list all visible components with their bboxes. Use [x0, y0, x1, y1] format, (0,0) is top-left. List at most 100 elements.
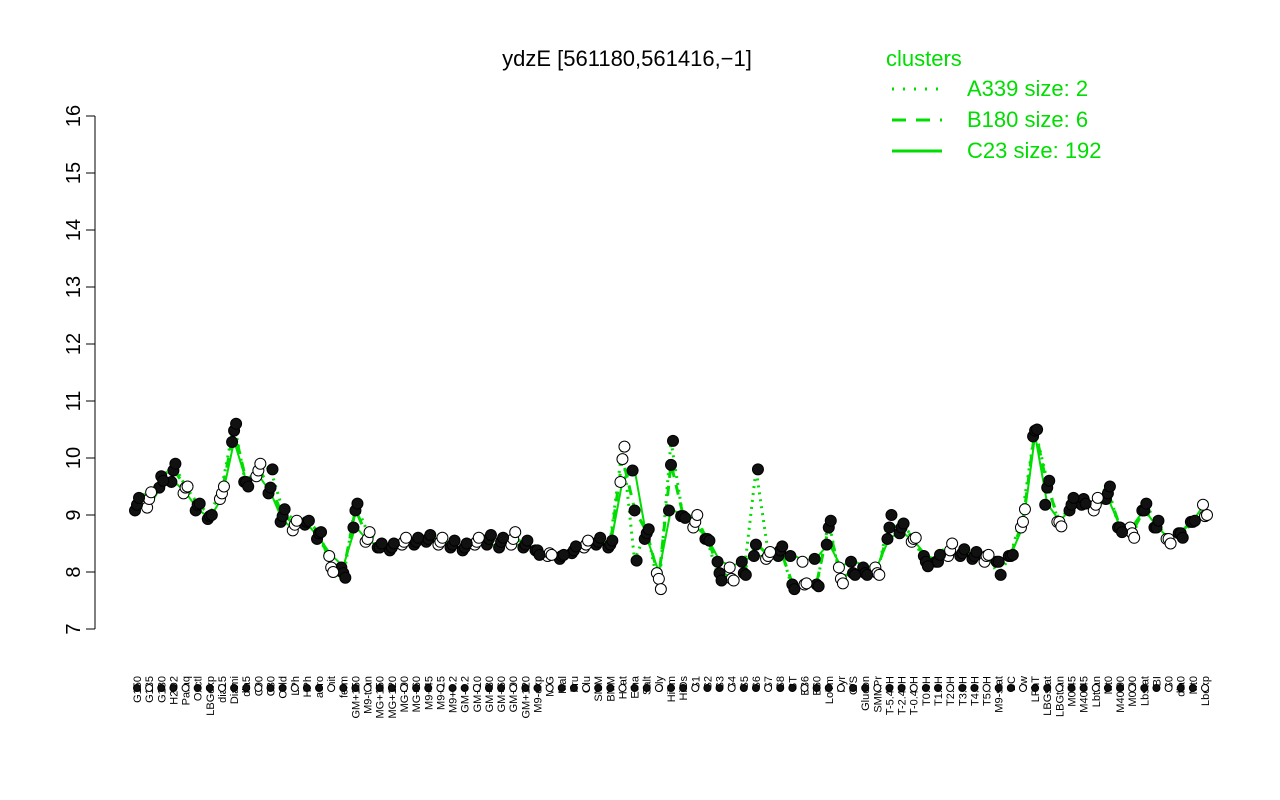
x-marker: [897, 684, 906, 692]
data-point: [1055, 520, 1068, 533]
x-marker: [727, 684, 736, 692]
data-point: [569, 540, 582, 553]
data-point: [1018, 503, 1031, 516]
data-point: [642, 523, 655, 536]
data-point: [735, 555, 748, 568]
data-point: [630, 554, 643, 567]
x-marker: [254, 684, 263, 692]
x-marker: [994, 684, 1003, 692]
x-tick-label: M40t45: [1079, 676, 1091, 713]
data-point: [1201, 509, 1213, 521]
x-marker: [776, 684, 785, 692]
data-point: [982, 548, 995, 561]
y-tick-label: 8: [63, 566, 85, 577]
x-marker: [1091, 684, 1100, 692]
x-marker: [667, 684, 675, 692]
x-tick-label: GM+60: [496, 676, 508, 712]
data-point: [812, 580, 825, 593]
data-point: [618, 440, 631, 453]
x-tick-label: MG+90: [399, 676, 411, 712]
data-point: [784, 550, 797, 563]
x-marker: [764, 684, 773, 692]
x-marker: [157, 684, 166, 692]
x-marker: [1116, 684, 1125, 692]
x-marker: [958, 684, 967, 692]
data-point: [836, 577, 849, 590]
data-point: [958, 543, 971, 556]
data-point: [545, 548, 558, 561]
x-marker: [606, 684, 615, 692]
data-point: [323, 550, 336, 563]
x-marker: [1103, 684, 1112, 692]
x-tick-label: SMMPr: [872, 676, 884, 713]
x-marker: [533, 684, 542, 692]
x-marker: [242, 684, 251, 692]
data-point: [663, 504, 675, 517]
data-point: [242, 480, 255, 493]
data-point: [226, 436, 239, 449]
data-point: [290, 514, 303, 527]
x-tick-label: MG+150: [375, 676, 387, 719]
data-point: [824, 514, 837, 527]
legend-label: A339 size: 2: [967, 76, 1088, 101]
y-tick-label: 7: [63, 623, 85, 634]
data-point: [626, 464, 639, 477]
x-marker: [497, 684, 506, 692]
y-tick-label: 16: [63, 105, 85, 127]
data-point: [909, 531, 922, 544]
data-point: [873, 568, 886, 581]
x-marker: [873, 684, 882, 692]
x-tick-label: LBGstat: [1042, 676, 1054, 716]
chart-title: ydzE [561180,561416,−1]: [502, 46, 752, 71]
data-point: [347, 521, 360, 534]
data-point: [169, 457, 182, 470]
data-point: [885, 509, 898, 521]
x-marker: [1067, 684, 1076, 692]
data-point: [614, 475, 627, 488]
legend: clusters A339 size: 2 B180 size: 6 C23 siz…: [886, 46, 1102, 163]
x-tick-label: T-2.40H: [897, 676, 909, 715]
x-marker: [812, 684, 821, 692]
x-tick-label: T-5.40H: [884, 676, 896, 715]
data-point: [1128, 531, 1141, 544]
data-point: [472, 531, 485, 544]
data-point: [363, 526, 376, 539]
data-point: [849, 568, 862, 581]
x-tick-label: MG+60: [411, 676, 423, 712]
data-point: [375, 537, 388, 550]
data-point: [521, 534, 534, 547]
x-marker: [193, 684, 202, 692]
data-point: [1039, 498, 1052, 511]
data-point: [883, 521, 896, 534]
x-marker: [436, 684, 445, 692]
x-marker: [824, 684, 833, 692]
x-marker: [691, 684, 700, 692]
x-tick-label: M9-stat: [994, 676, 1006, 713]
data-point: [302, 514, 315, 527]
x-marker: [424, 684, 433, 692]
x-tick-label: M9+0.2: [448, 676, 460, 713]
data-point: [278, 503, 291, 516]
x-tick-label: M9-tran: [363, 676, 375, 714]
x-marker: [970, 684, 979, 692]
data-point: [1116, 526, 1129, 539]
x-marker: [630, 684, 639, 692]
data-point: [254, 457, 267, 470]
data-point: [820, 538, 833, 551]
x-tick-label: M9-exp: [533, 676, 545, 713]
data-point: [654, 583, 667, 596]
x-marker: [1188, 684, 1197, 692]
x-marker: [145, 684, 154, 692]
data-point: [351, 497, 364, 510]
data-point: [1079, 497, 1092, 510]
data-point: [667, 434, 679, 447]
data-point: [727, 574, 740, 587]
data-point: [776, 540, 789, 553]
data-point: [1176, 531, 1189, 544]
data-point: [946, 537, 959, 550]
data-point: [800, 577, 813, 590]
x-marker: [557, 684, 566, 692]
x-marker: [703, 684, 712, 692]
data-point: [747, 550, 760, 563]
